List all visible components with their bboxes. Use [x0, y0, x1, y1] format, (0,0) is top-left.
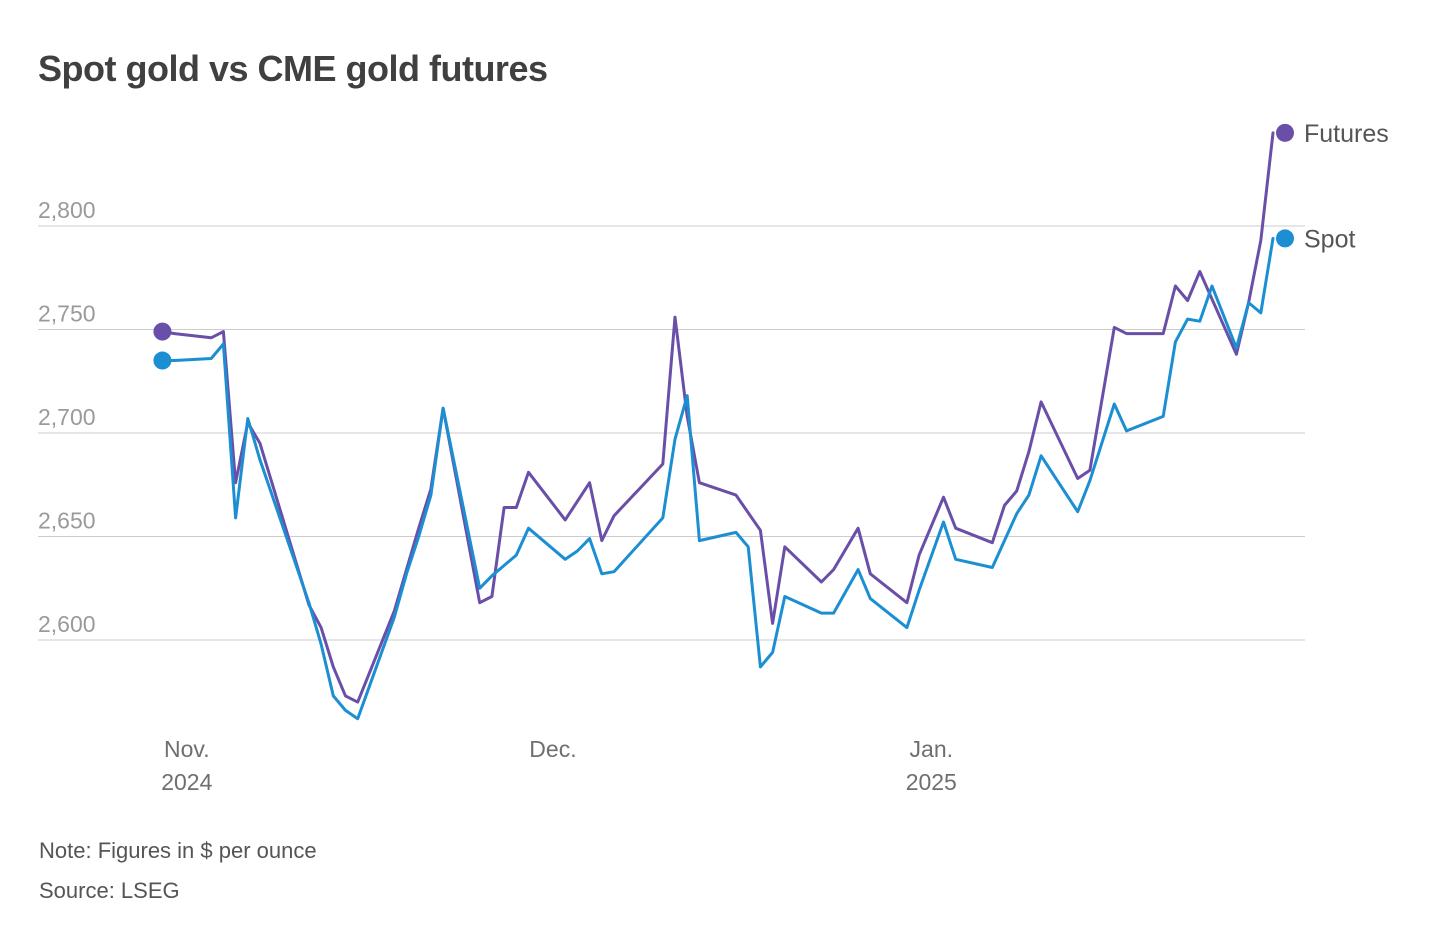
- x-tick-sublabel: 2025: [906, 769, 957, 795]
- y-axis-tick-labels: 2,600 2,650 2,700 2,750 2,800: [38, 197, 96, 637]
- y-tick-label: 2,650: [38, 508, 96, 534]
- y-tick-label: 2,750: [38, 301, 96, 327]
- x-tick-label: Nov.: [164, 736, 210, 762]
- start-point-futures: [153, 322, 172, 341]
- y-tick-label: 2,600: [38, 611, 96, 637]
- series-line-futures: [160, 131, 1275, 704]
- series-label-futures: Futures: [1304, 120, 1389, 148]
- series-line-spot: [160, 236, 1275, 721]
- chart-note: Note: Figures in $ per ounce: [39, 838, 317, 863]
- series-lines: [153, 131, 1275, 721]
- x-tick-label: Dec.: [529, 736, 576, 762]
- end-labels: Futures Spot: [1276, 120, 1389, 253]
- x-axis-tick-labels: Nov. 2024 Dec. Jan. 2025: [161, 736, 957, 795]
- gridlines: [38, 225, 1305, 641]
- end-point-futures: [1276, 123, 1294, 142]
- y-tick-label: 2,800: [38, 197, 96, 223]
- series-label-spot: Spot: [1304, 225, 1355, 253]
- x-tick-label: Jan.: [910, 736, 953, 762]
- chart-title: Spot gold vs CME gold futures: [38, 48, 548, 89]
- end-point-spot: [1276, 229, 1294, 248]
- x-tick-sublabel: 2024: [161, 769, 212, 795]
- y-tick-label: 2,700: [38, 404, 96, 430]
- start-point-spot: [153, 351, 172, 370]
- chart-source: Source: LSEG: [39, 878, 180, 903]
